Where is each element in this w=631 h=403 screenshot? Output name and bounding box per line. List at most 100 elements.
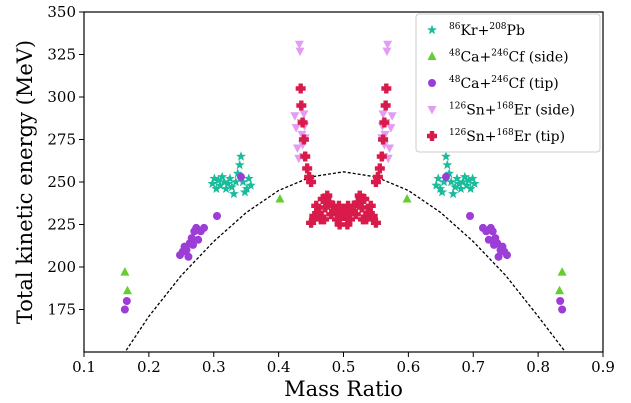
- data-point: [442, 172, 451, 181]
- legend-marker: [427, 131, 437, 141]
- data-point: [309, 211, 320, 221]
- legend-marker: [428, 79, 436, 87]
- data-point: [558, 305, 567, 314]
- data-point: [188, 240, 197, 249]
- y-tick-label: 325: [47, 46, 76, 64]
- legend-marker: [427, 106, 437, 115]
- data-point: [442, 159, 453, 170]
- data-point: [306, 177, 317, 187]
- data-point: [292, 144, 302, 153]
- data-point: [444, 168, 455, 178]
- series-0: [207, 151, 480, 199]
- data-point: [457, 176, 468, 187]
- axis-ticks-layer: 0.1 0.2 0.3 0.4 0.5 0.6 0.7 0.8 0.9 175 200 225 250 2…: [47, 3, 615, 376]
- data-point: [241, 183, 252, 194]
- data-point: [382, 47, 392, 57]
- data-point: [226, 181, 237, 192]
- data-point: [295, 47, 305, 57]
- data-point: [378, 110, 388, 119]
- data-point: [454, 178, 464, 188]
- data-point: [223, 178, 233, 188]
- y-tick-label: 175: [47, 301, 76, 319]
- x-tick-label: 0.4: [267, 358, 291, 376]
- x-tick-label: 0.1: [72, 358, 96, 376]
- data-point: [334, 219, 345, 230]
- data-point: [467, 173, 478, 183]
- legend-marker: [427, 51, 437, 60]
- data-point: [217, 171, 228, 182]
- data-point: [370, 217, 381, 228]
- data-point: [448, 188, 459, 199]
- data-point: [372, 171, 383, 182]
- x-axis-label: Mass Ratio: [284, 377, 403, 401]
- data-point: [488, 227, 497, 236]
- legend-marker: [427, 24, 437, 35]
- y-tick-label: 250: [47, 173, 76, 191]
- data-points-layer: [120, 40, 567, 314]
- data-point: [386, 124, 396, 133]
- data-point: [245, 180, 256, 190]
- data-point: [320, 202, 331, 213]
- data-point: [295, 83, 306, 94]
- legend: 86Kr+208Pb 48Ca+246Cf (side) 48Ca+246Cf (t…: [415, 13, 601, 153]
- data-point: [344, 214, 355, 225]
- data-point: [236, 151, 246, 161]
- data-point: [365, 200, 376, 211]
- data-point: [343, 200, 354, 211]
- data-point: [378, 134, 389, 145]
- data-point: [348, 200, 359, 211]
- x-tick-label: 0.7: [461, 358, 485, 376]
- data-point: [234, 159, 245, 170]
- data-point: [469, 178, 480, 188]
- data-point: [187, 234, 196, 243]
- data-point: [374, 163, 385, 174]
- data-point: [356, 202, 367, 213]
- data-point: [455, 183, 466, 194]
- data-point: [346, 205, 357, 216]
- data-point: [225, 173, 235, 183]
- data-point: [332, 214, 343, 225]
- data-point: [296, 100, 307, 111]
- data-point: [200, 223, 209, 232]
- data-point: [433, 173, 444, 183]
- data-point: [383, 40, 393, 50]
- data-point: [184, 252, 193, 261]
- data-point: [291, 124, 301, 133]
- data-point: [294, 40, 304, 50]
- data-point: [402, 194, 412, 203]
- data-point: [380, 100, 391, 111]
- legend-label: 86Kr+208Pb: [449, 22, 525, 39]
- data-point: [290, 112, 300, 121]
- data-point: [367, 211, 378, 221]
- data-point: [463, 175, 474, 185]
- data-point: [461, 180, 472, 190]
- data-point: [357, 214, 368, 225]
- data-point: [466, 212, 475, 220]
- data-point: [182, 246, 191, 254]
- y-axis-label: Total kinetic energy (MeV): [13, 40, 37, 324]
- data-point: [213, 175, 224, 185]
- data-point: [299, 110, 309, 119]
- data-point: [441, 151, 451, 161]
- data-point: [228, 188, 239, 199]
- data-point: [435, 183, 446, 194]
- data-point: [330, 205, 341, 216]
- data-point: [306, 217, 317, 228]
- fit-curve-layer: [125, 171, 565, 351]
- data-point: [431, 180, 442, 190]
- series-1: [120, 194, 567, 295]
- data-point: [120, 305, 129, 314]
- data-point: [370, 177, 381, 187]
- data-point: [311, 200, 322, 211]
- data-point: [338, 211, 349, 221]
- data-point: [376, 151, 387, 162]
- data-point: [324, 197, 335, 208]
- x-tick-label: 0.9: [591, 358, 615, 376]
- fit-curve: [125, 171, 565, 351]
- data-point: [317, 194, 328, 204]
- data-point: [439, 176, 449, 187]
- x-tick-label: 0.8: [526, 358, 550, 376]
- data-point: [304, 171, 315, 182]
- x-tick-label: 0.6: [396, 358, 420, 376]
